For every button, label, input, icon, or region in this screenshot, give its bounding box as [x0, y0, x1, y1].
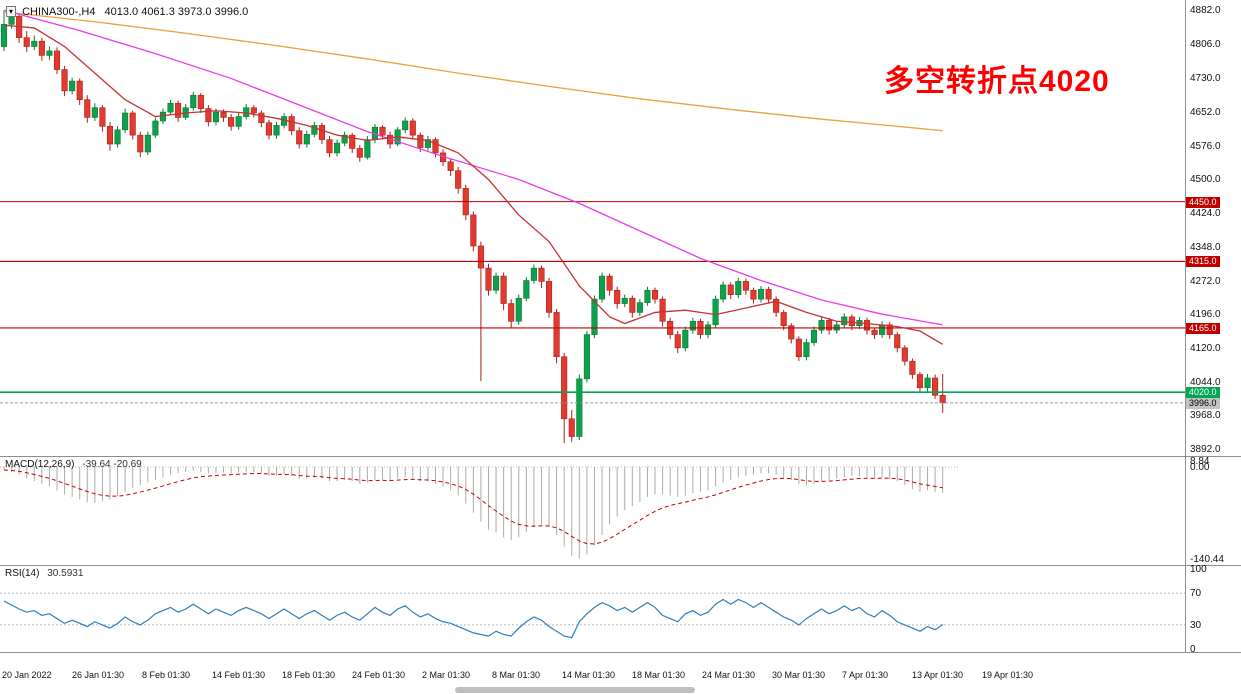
rsi-axis-label: 70 [1190, 588, 1202, 600]
panel-separator [0, 652, 1241, 653]
horizontal-scrollbar-thumb[interactable] [455, 687, 695, 693]
rsi-panel[interactable] [0, 566, 1185, 652]
collapse-triangle-icon[interactable]: ▾ [6, 6, 17, 17]
rsi-title: RSI(14) 30.5931 [5, 568, 83, 579]
price-axis-label: 3968.0 [1190, 410, 1221, 422]
rsi-axis-label: 30 [1190, 619, 1202, 631]
macd-signal-line [3, 469, 943, 545]
price-axis-label: 4730.0 [1190, 72, 1221, 84]
hline-price-tag: 4020.0 [1186, 387, 1220, 399]
price-axis-label: 4652.0 [1190, 107, 1221, 119]
ma-fast-red [3, 24, 944, 345]
ma-slow-orange [3, 11, 943, 132]
price-axis-label: 4882.0 [1190, 5, 1221, 17]
candlestick-chart[interactable] [0, 0, 1185, 456]
macd-histogram [3, 466, 944, 559]
macd-axis-label: 8.84 [1190, 456, 1210, 468]
ma-mid-magenta [3, 9, 943, 326]
time-axis-label: 14 Feb 01:30 [212, 670, 266, 680]
time-axis-label: 20 Jan 2022 [2, 670, 52, 680]
price-axis-label: 4044.0 [1190, 376, 1221, 388]
macd-label: MACD(12,26,9) [5, 459, 75, 470]
hline-price-tag: 4450.0 [1186, 196, 1220, 208]
price-axis-label: 4196.0 [1190, 309, 1221, 321]
current-price-tag: 3996.0 [1186, 397, 1220, 409]
rsi-label: RSI(14) [5, 568, 40, 579]
time-axis-label: 7 Apr 01:30 [842, 670, 889, 680]
time-axis-label: 19 Apr 01:30 [982, 670, 1034, 680]
price-axis-border [1185, 0, 1186, 653]
price-axis-label: 3892.0 [1190, 443, 1221, 455]
hline-price-tag: 4165.0 [1186, 322, 1220, 334]
rsi-chart[interactable] [0, 566, 1185, 652]
panel-separator [0, 565, 1241, 566]
time-axis-label: 26 Jan 01:30 [72, 670, 125, 680]
macd-axis-label: 0.00 [1190, 461, 1210, 473]
price-axis-label: 4348.0 [1190, 241, 1221, 253]
main-chart-panel[interactable] [0, 0, 1185, 456]
symbol-timeframe-label: CHINA300-,H4 [22, 6, 96, 18]
macd-panel[interactable] [0, 457, 1185, 565]
macd-values: -39.64 -20.69 [82, 459, 142, 470]
time-axis-label: 24 Mar 01:30 [702, 670, 756, 680]
price-axis-label: 4500.0 [1190, 174, 1221, 186]
macd-chart[interactable] [0, 457, 1185, 565]
chart-annotation-text[interactable]: 多空转折点4020 [884, 65, 1110, 98]
macd-title: MACD(12,26,9) -39.64 -20.69 [5, 459, 142, 470]
rsi-axis-label: 0 [1190, 643, 1196, 655]
time-axis-label: 14 Mar 01:30 [562, 670, 616, 680]
rsi-axis-label: 100 [1190, 564, 1207, 576]
time-axis-label: 30 Mar 01:30 [772, 670, 826, 680]
time-axis-label: 18 Feb 01:30 [282, 670, 336, 680]
time-axis-label: 8 Mar 01:30 [492, 670, 541, 680]
time-axis-label: 8 Feb 01:30 [142, 670, 191, 680]
macd-axis-label: -140.44 [1190, 553, 1224, 565]
time-axis-label: 18 Mar 01:30 [632, 670, 686, 680]
ohlc-values: 4013.0 4061.3 3973.0 3996.0 [104, 6, 249, 18]
chart-header: ▾ CHINA300-,H4 4013.0 4061.3 3973.0 3996… [6, 6, 248, 18]
time-axis-label: 24 Feb 01:30 [352, 670, 406, 680]
rsi-value: 30.5931 [47, 568, 84, 579]
price-axis-label: 4806.0 [1190, 38, 1221, 50]
price-axis-label: 4272.0 [1190, 275, 1221, 287]
time-axis-label: 13 Apr 01:30 [912, 670, 964, 680]
price-axis-label: 4576.0 [1190, 140, 1221, 152]
panel-separator [0, 456, 1241, 457]
price-axis-label: 4424.0 [1190, 208, 1221, 220]
hline-price-tag: 4315.0 [1186, 256, 1220, 268]
price-axis-label: 4120.0 [1190, 342, 1221, 354]
rsi-line [3, 598, 944, 639]
time-axis-label: 2 Mar 01:30 [422, 670, 471, 680]
